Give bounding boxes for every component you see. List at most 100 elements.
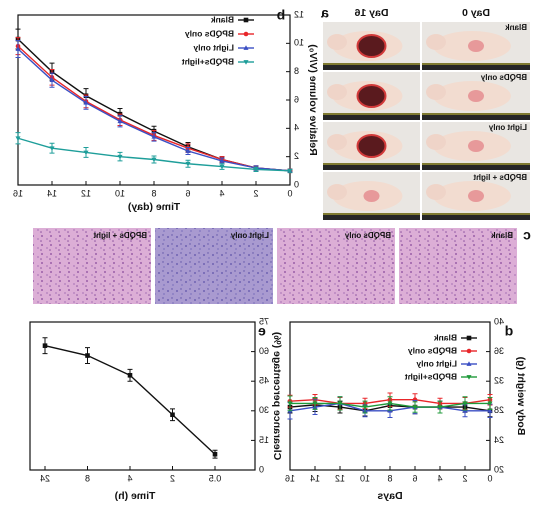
mouse-head xyxy=(327,34,347,50)
x-tick-label: 0 xyxy=(287,188,292,198)
marker xyxy=(312,401,318,407)
tumor xyxy=(356,84,387,108)
marker xyxy=(49,146,55,151)
x-tick-label: 2 xyxy=(462,473,467,483)
marker xyxy=(387,401,393,407)
marker xyxy=(487,401,493,407)
ruler xyxy=(323,163,420,170)
legend-label: BPQDs+light xyxy=(182,56,234,66)
x-tick-label: 6 xyxy=(412,473,417,483)
legend-label: Blank xyxy=(434,332,457,342)
legend-label: Blank xyxy=(211,14,234,24)
legend-marker xyxy=(466,335,472,341)
y-tick-label: 4 xyxy=(294,123,299,133)
y-tick-label: 8 xyxy=(294,66,299,76)
x-tick-label: 14 xyxy=(310,473,320,483)
y-tick-label: 6 xyxy=(294,94,299,104)
column-header: Day 16 xyxy=(354,7,388,19)
marker xyxy=(83,150,89,156)
y-tick-label: 75 xyxy=(259,316,269,326)
marker xyxy=(170,412,175,418)
marker xyxy=(462,401,468,407)
tumor xyxy=(468,90,484,102)
marker xyxy=(287,401,293,407)
marker xyxy=(253,167,259,173)
y-tick-label: 24 xyxy=(494,435,504,445)
mirrored-figure: a Day 0 Day 16 Blank BPQDs only Light only BPQ… xyxy=(13,5,531,502)
histology-image xyxy=(399,228,517,304)
y-axis-label: Relative volume (V/V₀) xyxy=(307,44,319,156)
histology-image xyxy=(277,228,395,304)
panel-label: b xyxy=(277,7,286,23)
marker xyxy=(49,77,55,83)
marker xyxy=(127,372,133,378)
legend-marker xyxy=(243,17,249,23)
x-tick-label: 8 xyxy=(151,188,156,198)
legend-marker xyxy=(466,361,472,366)
mouse-head xyxy=(426,184,446,200)
marker xyxy=(85,353,90,358)
x-tick-label: 0.5 xyxy=(209,473,222,483)
legend-marker xyxy=(243,60,249,65)
series-line xyxy=(44,344,216,455)
histology-image xyxy=(155,228,273,304)
marker xyxy=(15,136,21,142)
y-tick-label: 15 xyxy=(259,435,269,445)
panel-label: c xyxy=(523,227,531,243)
y-tick-label: 30 xyxy=(259,405,269,415)
ruler xyxy=(422,213,530,220)
x-tick-label: 0 xyxy=(487,473,492,483)
mouse-head xyxy=(327,184,347,200)
histology-label: Blank xyxy=(491,231,513,240)
x-tick-label: 14 xyxy=(47,188,57,198)
y-tick-label: 36 xyxy=(494,346,504,356)
x-tick-label: 4 xyxy=(219,188,224,198)
mouse-head xyxy=(426,34,446,50)
marker xyxy=(487,408,493,413)
legend-marker xyxy=(243,45,249,50)
x-tick-label: 6 xyxy=(185,188,190,198)
ruler xyxy=(323,113,420,120)
y-tick-label: 10 xyxy=(294,38,304,48)
panel-label: e xyxy=(258,323,266,339)
tumor xyxy=(363,190,380,202)
tumor xyxy=(356,34,387,58)
marker xyxy=(337,401,343,407)
marker xyxy=(151,157,157,163)
histology-label: BPQDs + light xyxy=(93,231,147,240)
column-header: Day 0 xyxy=(462,7,490,19)
marker xyxy=(117,118,123,124)
legend-marker xyxy=(243,31,249,37)
row-label: Blank xyxy=(505,23,527,32)
row-label: BPQDs only xyxy=(480,73,527,82)
x-axis-label: Days xyxy=(377,490,402,502)
marker xyxy=(185,161,191,167)
y-axis-label: Body weight (g) xyxy=(515,357,527,436)
marker xyxy=(117,154,123,160)
marker xyxy=(83,100,89,105)
y-tick-label: 28 xyxy=(494,405,504,415)
legend-label: BPQDs+light xyxy=(405,371,457,381)
x-tick-label: 16 xyxy=(13,188,23,198)
marker xyxy=(287,168,293,174)
x-tick-label: 2 xyxy=(170,473,175,483)
panel-label: d xyxy=(505,323,514,339)
ruler xyxy=(422,63,530,70)
x-axis-label: Time (day) xyxy=(128,201,180,213)
legend-label: Light only xyxy=(193,42,234,52)
legend-label: BPQDs only xyxy=(185,28,234,38)
x-axis-label: Time (h) xyxy=(115,490,156,502)
histology-label: Light only xyxy=(230,231,269,240)
y-tick-label: 0 xyxy=(294,179,299,189)
x-tick-label: 8 xyxy=(85,473,90,483)
series-line xyxy=(17,48,291,172)
row-label: Light only xyxy=(488,123,527,132)
histology-image xyxy=(33,228,151,304)
tumor xyxy=(468,40,484,52)
y-tick-label: 45 xyxy=(259,376,269,386)
legend-label: Light only xyxy=(416,358,457,368)
x-tick-label: 4 xyxy=(127,473,132,483)
y-tick-label: 0 xyxy=(259,464,264,474)
